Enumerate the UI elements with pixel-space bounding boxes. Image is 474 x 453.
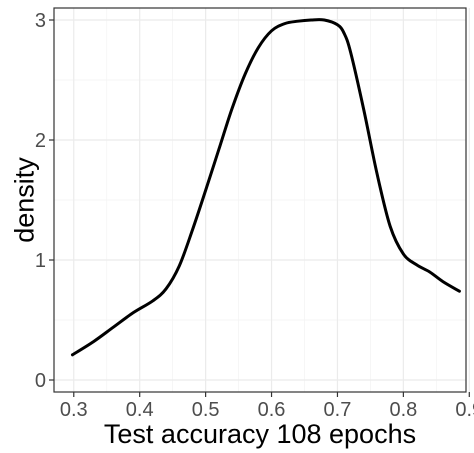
x-tick-label: 0.8 — [389, 399, 417, 421]
major-gridlines — [54, 8, 470, 392]
y-axis-ticks: 0 1 2 3 — [35, 10, 54, 392]
x-tick-label: 0.3 — [60, 399, 88, 421]
x-axis-title: Test accuracy 108 epochs — [104, 419, 416, 449]
minor-gridlines — [54, 8, 466, 392]
y-tick-label: 1 — [35, 250, 46, 272]
x-tick-label: 0.5 — [192, 399, 220, 421]
y-tick-label: 0 — [35, 370, 46, 392]
y-axis-title: density — [9, 157, 39, 243]
x-tick-label: 0.7 — [324, 399, 352, 421]
x-tick-label: 0.6 — [258, 399, 286, 421]
x-axis-ticks: 0.3 0.4 0.5 0.6 0.7 0.8 0.9 — [60, 392, 474, 421]
y-tick-label: 2 — [35, 130, 46, 152]
x-tick-label: 0.4 — [126, 399, 154, 421]
x-tick-label: 0.9 — [455, 399, 474, 421]
density-curve — [70, 18, 461, 357]
y-tick-label: 3 — [35, 10, 46, 32]
plot-panel-border — [53, 7, 467, 393]
